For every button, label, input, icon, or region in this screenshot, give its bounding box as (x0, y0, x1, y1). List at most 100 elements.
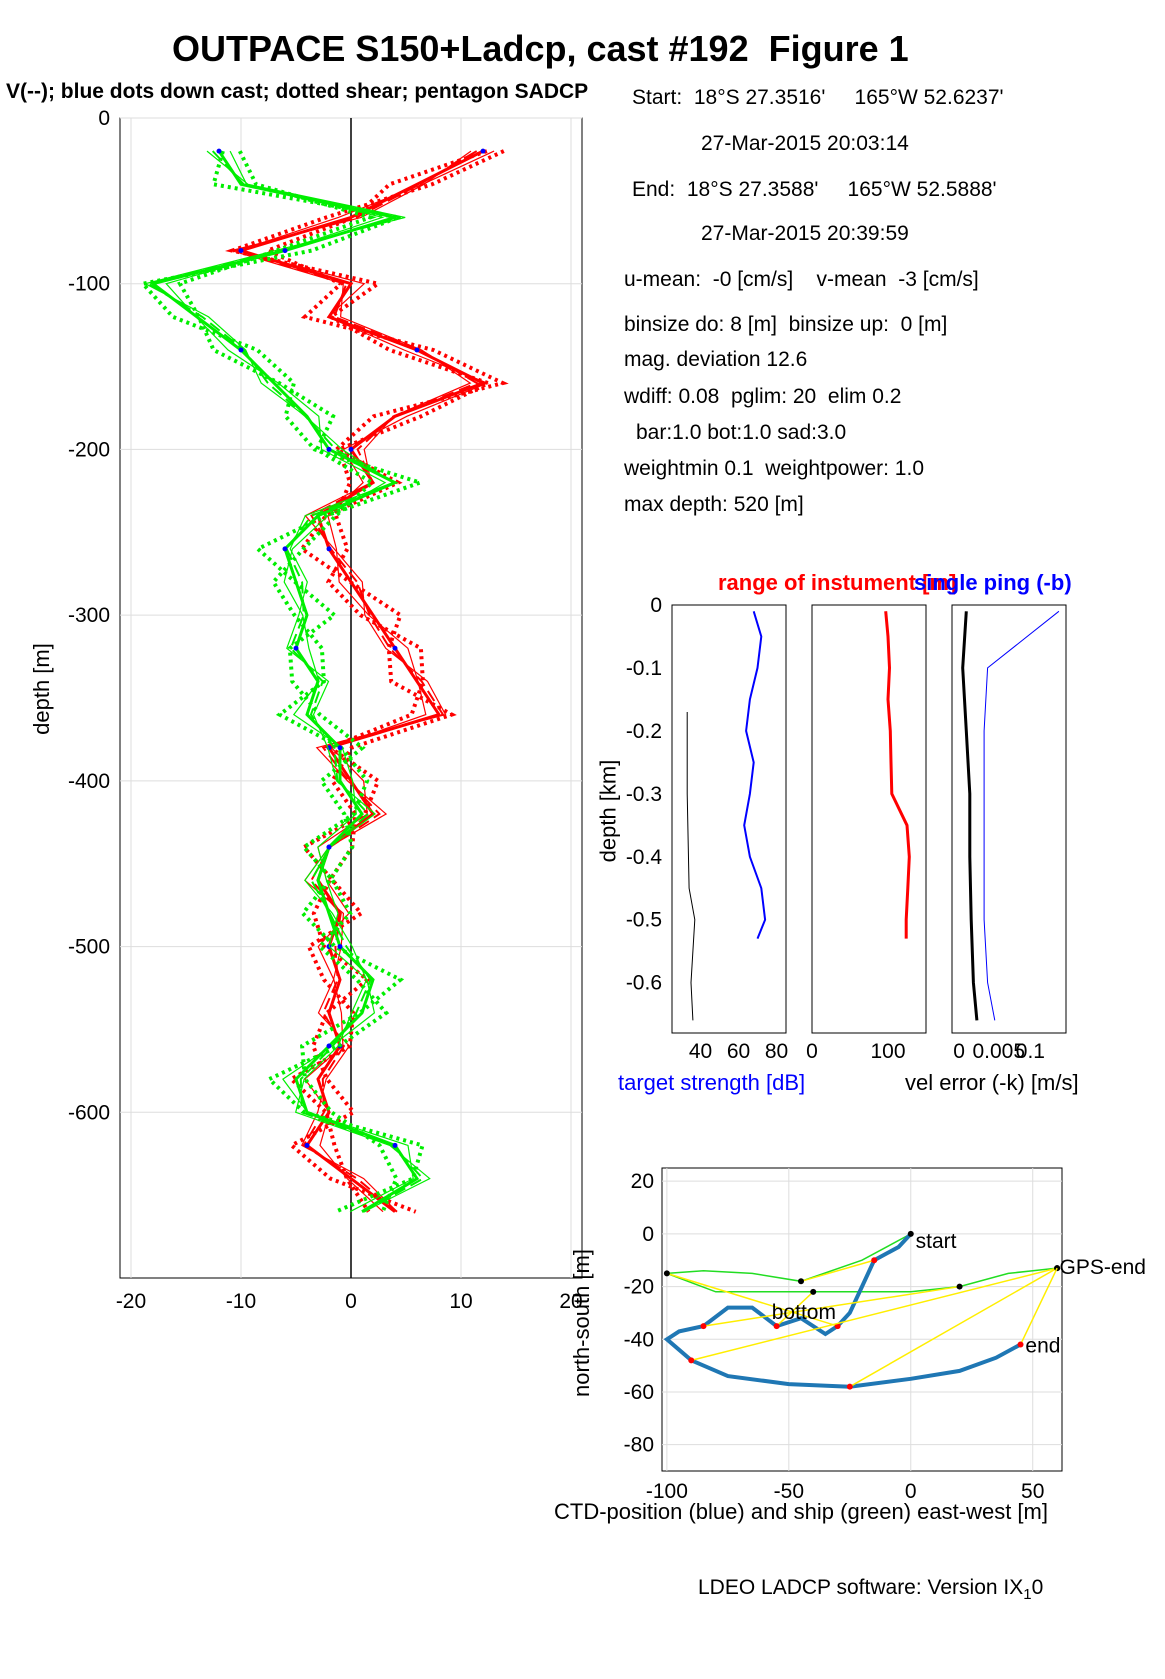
ship-marker (956, 1283, 963, 1290)
north-south-label: north-south [m] (568, 1249, 594, 1397)
position-panel: -100 -50 0 50 20 0 -20 -40 -60 -80 start end GPS-end… (624, 1167, 1146, 1503)
map-y-tick: 0 (642, 1223, 654, 1246)
down-cast-dot (238, 347, 244, 353)
small-y-tick: 0 (650, 594, 662, 617)
ctd-ship-link (800, 1259, 875, 1283)
binsize-text: binsize do: 8 [m] binsize up: 0 [m] (624, 313, 948, 336)
start-position: Start: 18°S 27.3516' 165°W 52.6237' (632, 86, 1004, 109)
ts-tick: 80 (765, 1040, 788, 1063)
vel-error-black (961, 611, 979, 1021)
down-cast-dot (282, 248, 288, 254)
range-title: range of instument [m] (718, 570, 957, 595)
weight-text: weightmin 0.1 weightpower: 1.0 (624, 457, 924, 480)
uv-means: u-mean: -0 [cm/s] v-mean -3 [cm/s] (624, 268, 979, 291)
target-strength-line (743, 611, 767, 939)
y-tick-label: -100 (68, 273, 110, 296)
map-xlabel: CTD-position (blue) and ship (green) eas… (554, 1499, 1048, 1524)
ctd-marker (871, 1257, 878, 1264)
down-cast-dot (392, 645, 398, 651)
start-time: 27-Mar-2015 20:03:14 (701, 132, 909, 155)
depth-km-label: depth [km] (595, 759, 621, 863)
small-y-tick: -0.1 (626, 657, 662, 680)
v-profile (145, 150, 425, 1213)
down-cast-dot (326, 1043, 332, 1049)
weak-strength-line (686, 712, 696, 1021)
down-cast-dot (304, 1142, 310, 1148)
y-tick-label: 0 (98, 107, 110, 130)
range-tick: 0 (806, 1040, 818, 1063)
v-profile (143, 150, 431, 1213)
v-profile (149, 150, 420, 1213)
y-tick-label: -500 (68, 936, 110, 959)
v-profile (165, 150, 414, 1213)
ship-marker (798, 1278, 805, 1285)
ctd-marker (700, 1323, 707, 1330)
range-tick: 100 (870, 1040, 905, 1063)
bottom-label: bottom (772, 1301, 836, 1324)
ship-marker (663, 1270, 670, 1277)
ctd-ship-link (666, 1272, 838, 1327)
y-tick-label: -200 (68, 438, 110, 461)
map-y-tick: 20 (631, 1170, 654, 1193)
down-cast-dot (282, 546, 288, 552)
map-x-tick: 50 (1021, 1480, 1044, 1503)
range-axes (811, 604, 927, 1034)
vel-tick: 0 (953, 1040, 965, 1063)
small-y-tick: -0.6 (626, 972, 662, 995)
end-position: End: 18°S 27.3588' 165°W 52.5888' (632, 178, 997, 201)
down-cast-dot (337, 944, 343, 950)
down-cast-dot (392, 1142, 398, 1148)
v-profile (177, 150, 425, 1214)
vel-error-axes (951, 604, 1067, 1034)
small-y-tick: -0.4 (626, 846, 663, 869)
ctd-marker (773, 1323, 780, 1330)
vel-tick: 0.1 (1016, 1040, 1045, 1063)
end-label: end (1025, 1335, 1060, 1358)
range-line (884, 611, 911, 939)
gps-end-label: GPS-end (1060, 1256, 1146, 1279)
map-y-tick: -40 (624, 1328, 654, 1351)
down-cast-dot (414, 347, 420, 353)
down-cast-dot (480, 148, 486, 154)
figure-subtitle: V(--); blue dots down cast; dotted shear… (6, 80, 589, 103)
velocity-profile-panel: -20 -10 0 10 200-100-200-300-400-500-600 (68, 107, 583, 1313)
vel-tick: 0.005 (972, 1040, 1025, 1063)
ctd-marker (846, 1383, 853, 1390)
small-y-tick: -0.2 (626, 720, 662, 743)
u-profile (225, 149, 505, 1213)
mag-deviation-text: mag. deviation 12.6 (624, 348, 808, 371)
down-cast-dot (216, 148, 222, 154)
map-y-tick: -80 (624, 1434, 654, 1457)
single-ping-title: single ping (-b) (914, 570, 1072, 595)
y-tick-label: -400 (68, 770, 110, 793)
y-tick-label: -300 (68, 604, 110, 627)
ts-tick: 60 (727, 1040, 750, 1063)
down-cast-dot (326, 546, 332, 552)
small-y-tick: -0.5 (626, 909, 662, 932)
down-cast-dot (326, 844, 332, 850)
u-profile (233, 150, 480, 1213)
ctd-track (663, 1232, 1022, 1389)
end-link (1019, 1267, 1058, 1345)
target-strength-label: target strength [dB] (618, 1070, 806, 1095)
map-x-tick: 0 (905, 1480, 917, 1503)
start-marker (907, 1230, 914, 1237)
map-x-tick: -100 (646, 1480, 688, 1503)
down-cast-dot (348, 446, 354, 452)
end-marker (1017, 1341, 1024, 1348)
instrument-panels: 0 -0.1 -0.2 -0.3 -0.4 -0.5 -0.6 40 60 80 0 100 0 0.00… (626, 594, 1067, 1063)
ctd-ship-link (691, 1267, 1058, 1362)
x-tick-label: 0 (345, 1290, 357, 1313)
y-tick-label: -600 (68, 1101, 110, 1124)
u-profile (262, 149, 509, 1214)
down-cast-dot (326, 446, 332, 452)
depth-axis-label: depth [m] (28, 643, 54, 735)
map-y-tick: -60 (624, 1381, 654, 1404)
max-depth-text: max depth: 520 [m] (624, 493, 804, 516)
down-cast-dot (337, 745, 343, 751)
bar-text: bar:1.0 bot:1.0 sad:3.0 (636, 421, 847, 444)
x-tick-label: -20 (116, 1290, 146, 1313)
ctd-ship-link (703, 1285, 960, 1327)
ctd-marker (688, 1357, 695, 1364)
